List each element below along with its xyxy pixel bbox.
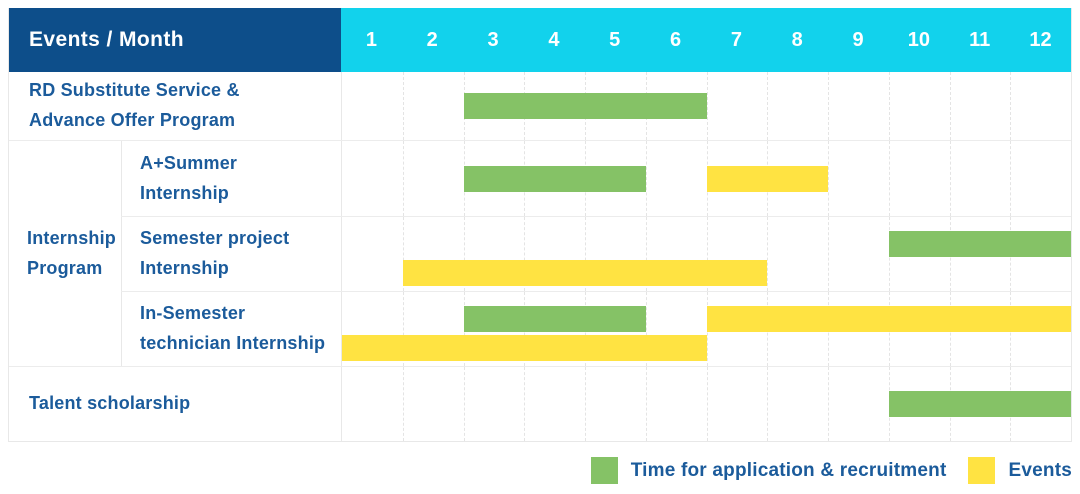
row-label-line: Semester project (140, 228, 290, 249)
month-header-7: 7 (730, 28, 742, 51)
row-label-a-summer: A+Summer Internship (121, 141, 341, 216)
row-label-line: Internship (140, 182, 230, 203)
gantt-cell-in-semester (341, 292, 1071, 366)
row-label-rd-substitute: RD Substitute Service & Advance Offer Pr… (9, 72, 341, 140)
month-header-11: 11 (969, 28, 991, 51)
month-gridline (949, 141, 951, 216)
month-gridline (402, 367, 404, 441)
gantt-bar (402, 260, 768, 286)
row-label-in-semester: In-Semester technician Internship (121, 292, 341, 366)
events-month-table: Events / Month 1 2 3 4 5 6 7 8 9 10 11 1… (8, 8, 1072, 442)
group-label-line: Internship (27, 227, 117, 248)
legend-label-application-recruitment: Time for application & recruitment (630, 459, 947, 481)
month-gridline (524, 217, 526, 291)
month-gridline (645, 292, 647, 366)
gantt-bar (463, 93, 707, 119)
legend-label-events: Events (1008, 459, 1072, 481)
row-label-line: In-Semester (140, 303, 246, 324)
month-gridline (1010, 141, 1012, 216)
month-gridline (402, 72, 404, 140)
month-gridline (706, 367, 708, 441)
row-label-talent-scholarship: Talent scholarship (9, 367, 341, 441)
row-label-line: Talent scholarship (29, 393, 191, 414)
legend-item-events: Events (968, 457, 1072, 484)
months-header: 1 2 3 4 5 6 7 8 9 10 11 12 (341, 8, 1071, 72)
month-gridline (767, 367, 769, 441)
group-label-internship-program: Internship Program (9, 141, 121, 366)
month-header-4: 4 (548, 28, 560, 51)
yellow-swatch-icon (968, 457, 996, 484)
month-gridline (949, 72, 951, 140)
row-label-line: A+Summer (140, 152, 238, 173)
month-gridline (767, 72, 769, 140)
legend-item-application-recruitment: Time for application & recruitment (590, 457, 947, 484)
gantt-cell-talent-scholarship (341, 367, 1071, 441)
row-label-line: Advance Offer Program (29, 110, 236, 130)
month-header-8: 8 (791, 28, 803, 51)
month-gridline (645, 367, 647, 441)
gantt-bar (342, 335, 707, 361)
events-month-header-cell: Events / Month (9, 8, 341, 72)
month-gridline (828, 72, 829, 140)
month-header-2: 2 (426, 28, 438, 51)
events-month-title: Events / Month (29, 28, 184, 51)
month-gridline (402, 292, 404, 366)
month-gridline (645, 141, 647, 216)
month-header-5: 5 (609, 28, 621, 51)
month-header-6: 6 (669, 28, 682, 51)
table-row-talent-scholarship: Talent scholarship (9, 366, 1071, 441)
month-gridline (645, 217, 647, 291)
row-label-line: Internship (140, 258, 230, 278)
gantt-bar (463, 165, 646, 192)
row-label-line: technician Internship (140, 333, 326, 353)
gantt-cell-rd-substitute (341, 72, 1071, 140)
internship-program-group: Internship Program A+Summer Internship S… (9, 140, 1071, 366)
table-row-semester-project: Semester project Internship (121, 216, 1071, 291)
month-header-12: 12 (1029, 28, 1052, 51)
month-header-9: 9 (852, 28, 864, 51)
month-gridline (706, 72, 708, 140)
month-gridline (402, 217, 404, 291)
month-header-1: 1 (365, 28, 377, 51)
month-gridline (524, 367, 526, 441)
internship-program-rows: A+Summer Internship Semester project Int… (121, 141, 1071, 366)
gantt-cell-a-summer (341, 141, 1071, 216)
gantt-cell-semester-project (341, 217, 1071, 291)
table-row-rd-substitute: RD Substitute Service & Advance Offer Pr… (9, 72, 1071, 140)
month-gridline (1010, 72, 1012, 140)
table-row-in-semester: In-Semester technician Internship (121, 291, 1071, 366)
month-gridline (888, 141, 890, 216)
month-gridline (828, 141, 829, 216)
gantt-bar (888, 231, 1071, 257)
gantt-bar (706, 165, 828, 192)
group-label-line: Program (27, 257, 103, 278)
month-header-10: 10 (907, 28, 930, 51)
month-gridline (767, 217, 769, 291)
gantt-bar (706, 306, 1071, 332)
month-gridline (706, 217, 708, 291)
table-header-row: Events / Month 1 2 3 4 5 6 7 8 9 10 11 1… (9, 8, 1071, 72)
month-gridline (463, 217, 465, 291)
month-gridline (585, 217, 586, 291)
gantt-bar (888, 391, 1071, 417)
month-gridline (463, 367, 465, 441)
row-label-line: RD Substitute Service & (29, 80, 240, 101)
gantt-bar (463, 306, 646, 332)
month-gridline (585, 367, 586, 441)
table-row-a-summer: A+Summer Internship (121, 141, 1071, 216)
month-gridline (888, 72, 890, 140)
month-gridline (828, 217, 829, 291)
month-gridline (402, 141, 404, 216)
legend: Time for application & recruitment Event… (8, 457, 1072, 484)
green-swatch-icon (590, 457, 618, 484)
month-header-3: 3 (487, 28, 499, 51)
month-gridline (828, 367, 829, 441)
row-label-semester-project: Semester project Internship (121, 217, 341, 291)
